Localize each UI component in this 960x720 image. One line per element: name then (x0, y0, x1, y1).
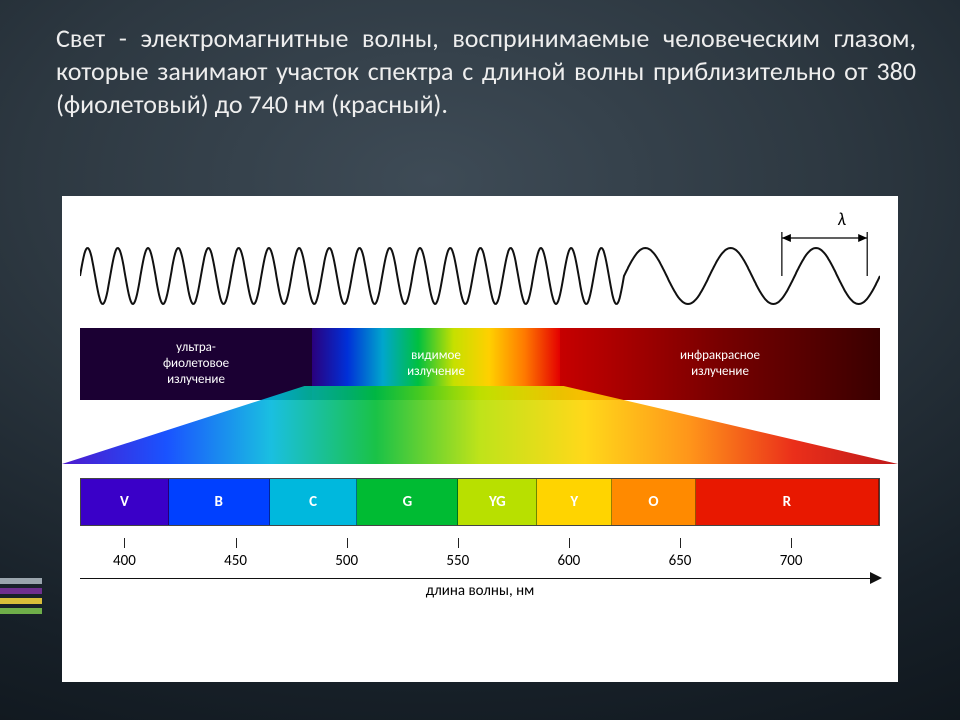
uv-region: ультра-фиолетовоеизлучение (80, 328, 312, 400)
accent-bar (0, 598, 42, 604)
axis-tick-label: 450 (224, 552, 247, 570)
band-y: Y (537, 479, 612, 525)
axis-line (80, 578, 880, 579)
bottom-spectrum-bar: VBCGYGYOR (80, 478, 880, 526)
axis-tick-label: 400 (113, 552, 136, 570)
axis-tick (458, 538, 459, 548)
axis-tick (680, 538, 681, 548)
axis-title: длина волны, нм (80, 582, 880, 600)
axis-tick-label: 700 (780, 552, 803, 570)
accent-bar (0, 578, 42, 584)
uv-label: ультра-фиолетовоеизлучение (163, 340, 229, 389)
wave-panel: λ (80, 210, 880, 322)
band-g: G (357, 479, 458, 525)
slide-accent (0, 578, 42, 618)
ir-region: инфракрасноеизлучение (560, 328, 880, 400)
band-o: O (612, 479, 695, 525)
axis-tick (569, 538, 570, 548)
axis-tick (791, 538, 792, 548)
axis-tick-label: 600 (557, 552, 580, 570)
axis-tick-label: 550 (446, 552, 469, 570)
band-r: R (696, 479, 879, 525)
band-b: B (169, 479, 270, 525)
axis-tick-label: 650 (669, 552, 692, 570)
visible-label: видимоеизлучение (407, 348, 465, 381)
wavelength-axis: 400450500550600650700 длина волны, нм (80, 538, 880, 594)
definition-paragraph: Свет - электромагнитные волны, восприним… (56, 22, 916, 120)
band-v: V (81, 479, 169, 525)
wave-svg (80, 210, 880, 322)
axis-tick (124, 538, 125, 548)
axis-tick-label: 500 (335, 552, 358, 570)
top-spectrum-bar: ультра-фиолетовоеизлучение видимоеизлуче… (80, 328, 880, 400)
ir-label: инфракрасноеизлучение (680, 348, 760, 381)
spectrum-figure: λ ультра-фиолетовоеизлучение видимоеизлу… (62, 196, 898, 682)
lambda-symbol: λ (838, 208, 846, 230)
band-yg: YG (458, 479, 537, 525)
axis-tick (236, 538, 237, 548)
band-c: C (270, 479, 358, 525)
visible-region-top: видимоеизлучение (312, 328, 560, 400)
axis-ticks: 400450500550600650700 (80, 538, 880, 552)
accent-bar (0, 588, 42, 594)
bottom-spectrum-row: VBCGYGYOR 400450500550600650700 длина во… (80, 478, 880, 594)
accent-bar (0, 608, 42, 614)
axis-tick (347, 538, 348, 548)
